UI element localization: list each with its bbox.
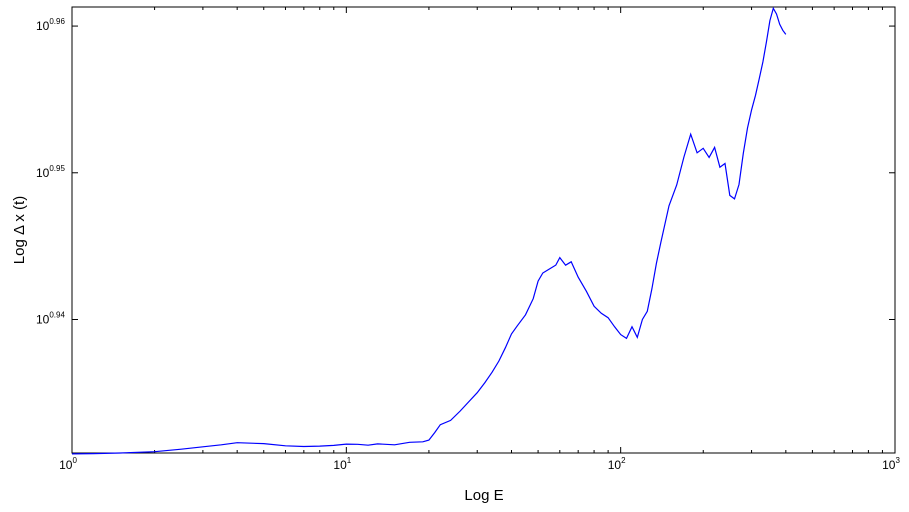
plot-area — [71, 6, 896, 454]
y-tick-label-exponent: 0.94 — [49, 310, 65, 319]
y-tick-label: 100.96 — [36, 17, 65, 33]
y-tick-label-base: 10 — [36, 166, 50, 180]
x-tick-label-exponent: 2 — [621, 456, 626, 465]
x-tick-label-exponent: 3 — [895, 456, 900, 465]
axis-ticks — [71, 7, 896, 453]
y-axis-label: Log Δ x (t) — [11, 196, 28, 264]
series-line — [71, 6, 787, 455]
x-tick-label: 102 — [608, 456, 626, 472]
x-tick-label-base: 10 — [333, 458, 347, 472]
x-tick-label: 100 — [59, 456, 77, 472]
x-tick-label: 101 — [333, 456, 351, 472]
y-tick-label: 100.94 — [36, 310, 65, 326]
y-tick-label-exponent: 0.95 — [49, 164, 65, 173]
y-tick-label-exponent: 0.96 — [49, 17, 65, 26]
x-tick-label-base: 10 — [59, 458, 73, 472]
x-tick-label-exponent: 0 — [72, 456, 77, 465]
y-tick-label-base: 10 — [36, 19, 50, 33]
x-tick-label-base: 10 — [608, 458, 622, 472]
x-tick-label-exponent: 1 — [347, 456, 352, 465]
x-axis-label: Log E — [464, 487, 503, 504]
y-tick-label: 100.95 — [36, 164, 65, 180]
y-tick-label-base: 10 — [36, 312, 50, 326]
x-tick-label: 103 — [882, 456, 900, 472]
x-tick-label-base: 10 — [882, 458, 896, 472]
